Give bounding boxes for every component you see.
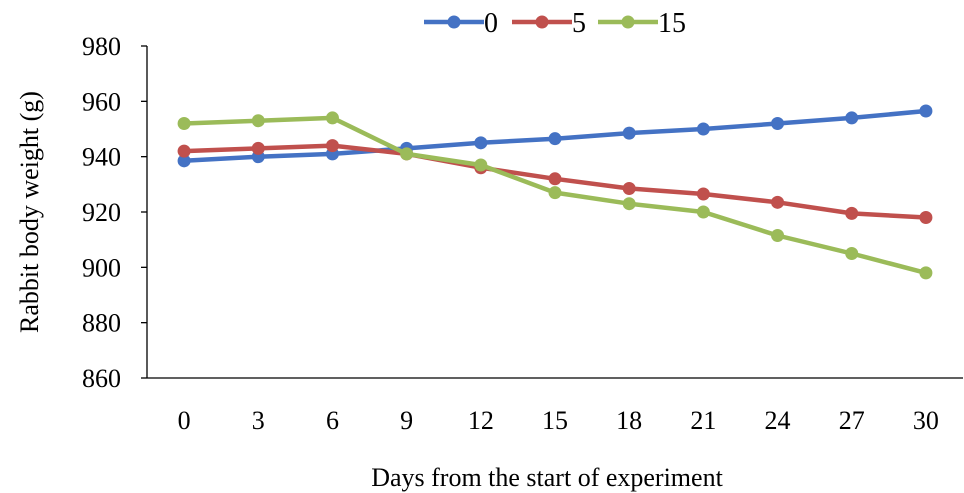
data-point: [845, 247, 859, 260]
legend-label: 15: [658, 8, 686, 39]
y-tick-label: 900: [82, 253, 121, 282]
data-point: [325, 111, 339, 125]
data-point: [771, 195, 785, 209]
x-tick-label: 21: [690, 406, 716, 435]
legend-label: 5: [572, 8, 586, 39]
data-point: [622, 181, 636, 195]
data-point: [845, 111, 859, 125]
x-tick-label: 30: [913, 406, 939, 435]
data-point: [771, 229, 785, 243]
x-tick-label: 3: [252, 406, 265, 435]
legend-label: 0: [484, 8, 498, 39]
data-point: [919, 104, 933, 118]
x-tick-label: 27: [839, 406, 865, 435]
data-point: [696, 122, 710, 136]
y-tick-label: 880: [82, 309, 121, 338]
series-15: [177, 111, 933, 280]
data-point: [548, 132, 562, 146]
y-tick-label: 980: [82, 32, 121, 61]
legend-marker: [447, 15, 461, 29]
data-point: [622, 197, 636, 211]
y-axis-title: Rabbit body weight (g): [15, 91, 44, 333]
data-point: [177, 144, 191, 158]
data-point: [325, 139, 339, 153]
series-0: [177, 104, 933, 168]
data-point: [919, 211, 933, 225]
legend-item-0: 0: [424, 8, 498, 39]
data-point: [548, 172, 562, 186]
x-axis: 0 3 6 9 12 15 18 21 24 27 30: [147, 377, 963, 435]
x-tick-label: 15: [542, 406, 568, 435]
y-tick-label: 960: [82, 87, 121, 116]
plot-area: [177, 104, 933, 280]
data-point: [696, 187, 710, 201]
x-tick-label: 0: [178, 406, 191, 435]
data-point: [251, 114, 265, 128]
data-point: [474, 158, 488, 172]
x-tick-label: 9: [400, 406, 413, 435]
data-point: [845, 206, 859, 220]
x-tick-label: 24: [765, 406, 791, 435]
legend: 0 5 15: [424, 8, 686, 39]
data-point: [622, 126, 636, 140]
data-point: [177, 116, 191, 130]
data-point: [696, 205, 710, 219]
x-tick-label: 12: [468, 406, 494, 435]
legend-marker: [535, 15, 549, 29]
series-5: [177, 139, 933, 225]
data-point: [177, 154, 191, 168]
legend-item-5: 5: [512, 8, 586, 39]
legend-marker: [621, 15, 635, 29]
x-tick-label: 18: [616, 406, 642, 435]
legend-item-15: 15: [598, 8, 686, 39]
data-point: [548, 186, 562, 200]
data-point: [771, 116, 785, 130]
x-tick-label: 6: [326, 406, 339, 435]
y-axis: 860 880 900 920 940 960 980: [82, 32, 148, 393]
data-point: [919, 266, 933, 280]
data-point: [251, 141, 265, 155]
y-tick-label: 860: [82, 364, 121, 393]
y-tick-label: 940: [82, 143, 121, 172]
data-point: [474, 136, 488, 150]
x-axis-title: Days from the start of experiment: [371, 463, 723, 492]
y-tick-label: 920: [82, 198, 121, 227]
data-point: [400, 147, 414, 161]
